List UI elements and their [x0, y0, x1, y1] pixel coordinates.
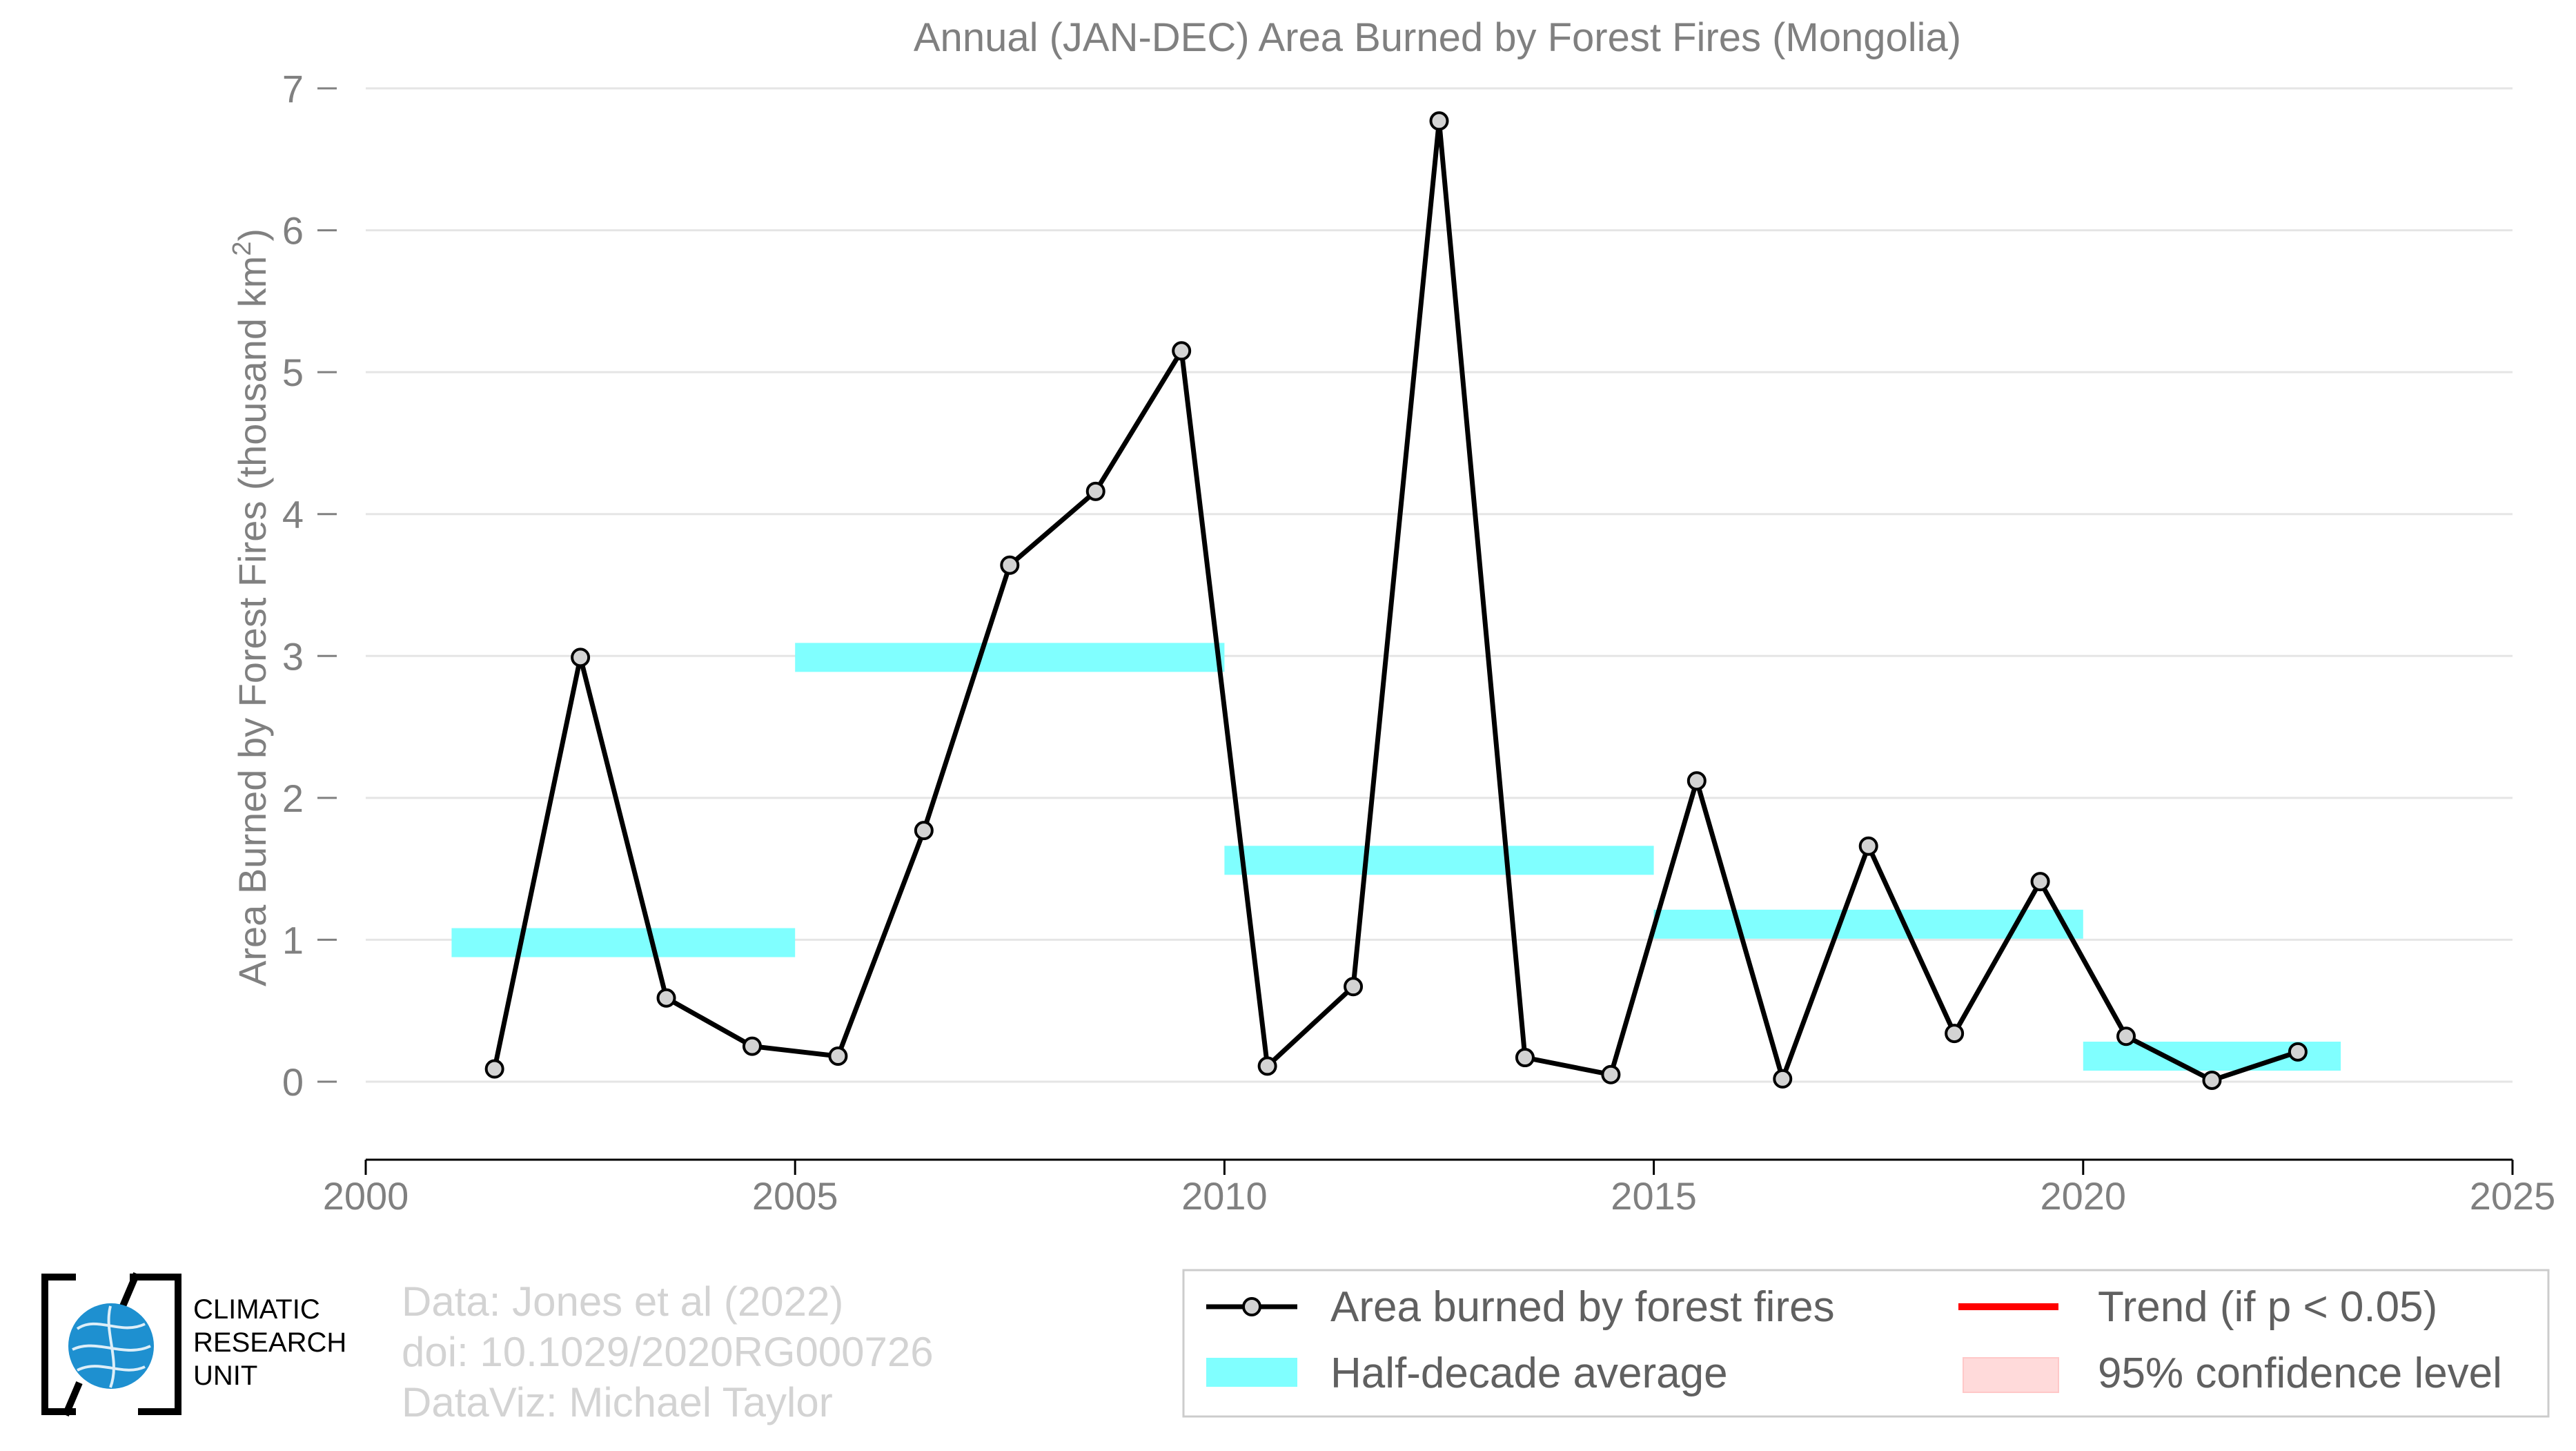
logo-text-unit: UNIT	[193, 1361, 257, 1391]
x-tick-labels: 2000 2005 2010 2015 2020 2025	[323, 1160, 2556, 1218]
half-decade-band	[1224, 846, 1654, 875]
data-point	[2116, 1026, 2136, 1046]
data-point	[914, 821, 934, 841]
legend-swatch-half-decade	[1206, 1358, 1297, 1387]
y-tick-labels: 0 1 2 3 4 5 6 7	[282, 67, 337, 1104]
legend-entry-confidence: 95% confidence level	[1963, 1350, 2502, 1397]
data-point	[1601, 1064, 1621, 1084]
globe-swirl-lines	[72, 1305, 151, 1388]
y-tick-label: 3	[282, 634, 304, 678]
logo-bracket-right	[130, 1274, 181, 1415]
legend-swatch-marker	[1242, 1297, 1261, 1316]
credit-doi: doi: 10.1029/2020RG000726	[402, 1329, 934, 1375]
data-point	[571, 647, 591, 668]
x-tick-label: 2000	[323, 1174, 409, 1218]
data-point	[1257, 1056, 1277, 1076]
y-axis-label-superscript: 2	[228, 242, 257, 256]
x-tick-label: 2025	[2470, 1174, 2556, 1218]
logo-bracket-left	[41, 1274, 76, 1415]
legend-label-area-burned: Area burned by forest fires	[1330, 1283, 1835, 1331]
half-decade-average-bands	[451, 643, 2341, 1071]
x-tick-label: 2020	[2041, 1174, 2127, 1218]
data-point	[1172, 341, 1192, 361]
cru-logo: CLIMATIC RESEARCH UNIT	[41, 1272, 346, 1416]
logo-text-climatic: CLIMATIC	[193, 1294, 320, 1325]
legend-label-confidence: 95% confidence level	[2098, 1350, 2502, 1397]
data-point	[2030, 872, 2050, 892]
legend-swatch-confidence	[1963, 1357, 2059, 1393]
data-point	[656, 988, 676, 1008]
data-point	[2288, 1042, 2308, 1062]
data-point	[1773, 1069, 1793, 1089]
legend-entry-trend: Trend (if p < 0.05)	[1958, 1283, 2437, 1331]
y-tick-label: 2	[282, 777, 304, 820]
x-tick-label: 2015	[1611, 1174, 1697, 1218]
credit-dataviz: DataViz: Michael Taylor	[402, 1379, 833, 1425]
data-point	[1085, 481, 1105, 501]
credit-data-source: Data: Jones et al (2022)	[402, 1278, 843, 1325]
legend: Area burned by forest fires Trend (if p …	[1182, 1269, 2550, 1418]
data-point	[828, 1046, 848, 1066]
data-credits: Data: Jones et al (2022) doi: 10.1029/20…	[402, 1278, 934, 1425]
half-decade-band	[451, 928, 796, 957]
data-point	[2202, 1070, 2222, 1090]
y-tick-label: 0	[282, 1060, 304, 1104]
y-axis-label: Area Burned by Forest Fires (thousand km…	[228, 228, 274, 986]
series-area-burned	[484, 111, 2308, 1090]
logo-slash-bottom	[62, 1381, 83, 1416]
legend-entry-area-burned: Area burned by forest fires	[1206, 1283, 1835, 1331]
y-tick-label: 5	[282, 351, 304, 394]
y-tick-label: 7	[282, 67, 304, 110]
logo-text-research: RESEARCH	[193, 1327, 346, 1358]
data-point	[484, 1059, 504, 1079]
legend-label-trend: Trend (if p < 0.05)	[2098, 1283, 2437, 1331]
data-point	[1000, 555, 1020, 575]
y-tick-label: 1	[282, 918, 304, 962]
legend-entry-half-decade: Half-decade average	[1206, 1350, 1728, 1397]
y-axis-label-close: )	[230, 228, 274, 242]
data-point	[1945, 1024, 1965, 1044]
series-line	[492, 118, 2299, 1083]
legend-label-half-decade: Half-decade average	[1330, 1350, 1728, 1397]
chart-title: Annual (JAN-DEC) Area Burned by Forest F…	[914, 15, 1961, 60]
legend-frame	[1182, 1269, 2550, 1418]
data-point	[1515, 1048, 1535, 1068]
data-point	[1858, 836, 1878, 856]
y-tick-label: 4	[282, 493, 304, 536]
half-decade-band	[795, 643, 1225, 672]
data-point	[742, 1036, 762, 1056]
data-point	[1687, 771, 1707, 791]
x-tick-label: 2010	[1181, 1174, 1268, 1218]
data-point	[1429, 111, 1449, 131]
x-tick-label: 2005	[752, 1174, 838, 1218]
y-tick-label: 6	[282, 209, 304, 253]
y-axis-label-main: Area Burned by Forest Fires (thousand km	[230, 256, 274, 986]
data-point	[1344, 977, 1364, 997]
logo-slash-top	[119, 1272, 140, 1307]
